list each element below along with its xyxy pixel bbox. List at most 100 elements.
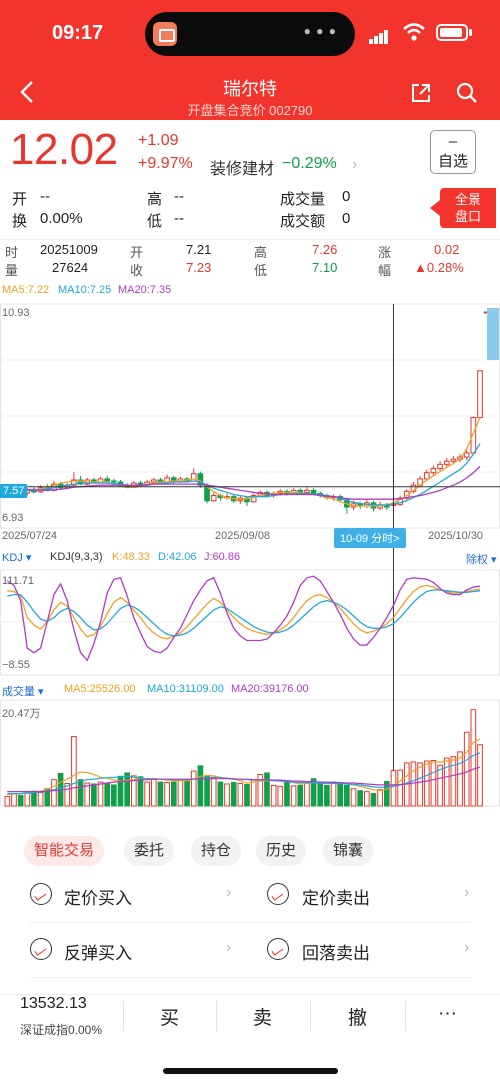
high-value: -- — [174, 188, 184, 205]
date-tick-mid: 2025/09/08 — [215, 530, 271, 542]
volume-bar — [184, 780, 190, 807]
stock-chart[interactable]: MA5:7.22 MA10:7.25 MA20:7.35 10.93 7.57 … — [0, 280, 500, 810]
candle-body — [463, 452, 470, 458]
vol-ma10: MA10:31109.00 — [147, 683, 224, 695]
cancel-order-button[interactable]: 撤 — [348, 1008, 368, 1029]
volume-bar — [324, 784, 330, 807]
date-tick-start: 2025/07/24 — [2, 530, 58, 542]
tab-tips[interactable]: 锦囊 — [323, 836, 374, 866]
volume-bar — [397, 769, 403, 807]
tab-orders[interactable]: 委托 — [124, 836, 175, 866]
price-axis-cursor: 7.57 — [0, 484, 28, 498]
kdj-axis-top: 111.71 — [2, 575, 35, 587]
volume-bar — [310, 778, 317, 807]
tab-positions[interactable]: 持仓 — [191, 836, 242, 866]
volume-ma20-line — [7, 766, 481, 793]
volume-bar — [204, 775, 210, 807]
candle-body — [111, 480, 117, 483]
kdj-selector[interactable]: KDJ ▾ — [2, 552, 32, 564]
volume-bar — [150, 778, 157, 807]
volume-bar — [230, 782, 237, 807]
back-icon[interactable] — [18, 80, 38, 104]
dynamic-island: ● ● ● — [145, 12, 355, 56]
volume-bar — [457, 751, 463, 807]
page-title: 瑞尔特 — [223, 79, 277, 99]
volume-bar — [97, 781, 104, 807]
kdj-j-line — [6, 575, 481, 662]
panorama-button[interactable]: 全景 盘口 — [430, 188, 496, 228]
day-high-value: 7.26 — [312, 242, 338, 257]
candle-body — [104, 478, 111, 482]
limit-buy-option[interactable]: 定价买入 — [64, 889, 132, 908]
volume-bar — [170, 781, 177, 807]
volume-bar — [257, 773, 264, 807]
volume-bar — [364, 791, 370, 807]
volume-bar — [423, 760, 430, 807]
add-favorite-button[interactable]: – 自选 — [430, 130, 476, 174]
mail-app-icon[interactable] — [153, 22, 177, 46]
price-axis-bottom: 6.93 — [2, 512, 24, 524]
industry-change-pct[interactable]: −0.29% — [282, 155, 337, 172]
limit-buy-icon — [30, 883, 52, 905]
volume-bar — [157, 781, 164, 807]
tab-smart-trade[interactable]: 智能交易 — [24, 836, 105, 866]
low-label: 低 — [147, 213, 163, 230]
chevron-right-icon: › — [464, 884, 470, 901]
limit-sell-icon — [267, 883, 289, 905]
day-amp-label: 幅 — [378, 263, 392, 278]
volume-bar — [290, 785, 297, 807]
volume-bar — [443, 757, 450, 807]
divider — [310, 1001, 311, 1031]
volume-bar — [24, 792, 31, 807]
candle-body — [77, 479, 84, 485]
volume-bar — [71, 736, 77, 807]
volume-bar — [111, 784, 117, 807]
vol-ma20: MA20:39176.00 — [231, 683, 309, 695]
pullback-sell-option[interactable]: 回落卖出 — [302, 944, 370, 963]
candle-body — [197, 473, 204, 486]
candle-body — [210, 495, 217, 502]
search-icon[interactable] — [456, 82, 478, 104]
more-button[interactable]: ··· — [438, 1003, 457, 1024]
candle-body — [450, 458, 457, 462]
buy-button[interactable]: 买 — [160, 1008, 180, 1029]
app-header: 09:17 ● ● ● 瑞尔特 开盘集合竞价 002790 — [0, 0, 500, 120]
index-name[interactable]: 深证成指0.00% — [20, 1023, 103, 1037]
chevron-right-icon[interactable]: › — [352, 156, 358, 173]
chart-scroll-indicator — [487, 308, 499, 360]
vol-ma5: MA5:25526.00 — [64, 683, 136, 695]
volume-bar — [277, 785, 284, 807]
industry-name[interactable]: 装修建材 — [210, 161, 275, 178]
tab-history[interactable]: 历史 — [256, 836, 307, 866]
volume-label: 成交量 — [280, 191, 326, 208]
rebound-buy-icon — [30, 938, 52, 960]
price-change: +1.09 — [138, 132, 179, 149]
limit-sell-option[interactable]: 定价卖出 — [302, 889, 370, 908]
volume-bar — [450, 756, 457, 807]
sell-button[interactable]: 卖 — [253, 1008, 273, 1029]
chevron-right-icon: › — [464, 939, 470, 956]
volume-bar — [264, 772, 270, 807]
kdj-k: K:48.33 — [112, 551, 150, 563]
page-subtitle: 开盘集合竞价 002790 — [187, 103, 313, 118]
time-label: 时 — [5, 245, 19, 260]
share-icon[interactable] — [410, 82, 432, 104]
cursor-date-button[interactable]: 10-09 分时> — [334, 528, 406, 548]
volume-bar — [64, 782, 71, 807]
chevron-right-icon: › — [226, 939, 232, 956]
island-dots-icon: ● ● ● — [303, 24, 337, 38]
price-ma10-line — [7, 443, 481, 506]
volume-selector[interactable]: 成交量 ▾ — [2, 686, 44, 698]
volume-bar — [390, 770, 397, 807]
wifi-icon — [403, 23, 425, 41]
index-value[interactable]: 13532.13 — [20, 995, 87, 1012]
divider — [216, 1001, 217, 1031]
ex-rights-selector[interactable]: 除权 ▾ — [466, 554, 497, 566]
volume-bar — [197, 765, 204, 807]
amount-label: 成交额 — [280, 213, 326, 230]
volume-value: 0 — [342, 188, 351, 205]
kdj-j: J:60.86 — [204, 551, 241, 563]
rebound-buy-option[interactable]: 反弹买入 — [64, 944, 132, 963]
chart-canvas[interactable] — [0, 280, 500, 810]
kdj-d: D:42.06 — [158, 551, 197, 563]
